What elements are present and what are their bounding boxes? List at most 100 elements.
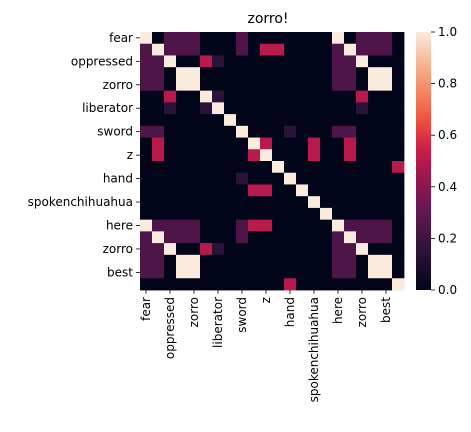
heatmap-cell (140, 32, 153, 45)
colorbar-tick-label: 0.2 (438, 231, 457, 245)
heatmap-cell (368, 278, 381, 291)
y-tick-label: sword (97, 125, 133, 139)
heatmap-cell (224, 231, 237, 244)
heatmap-cell (224, 43, 237, 56)
x-tick-label: sword (235, 297, 249, 333)
heatmap-cell (260, 207, 273, 221)
heatmap-cell (248, 32, 261, 45)
heatmap-cell (320, 90, 333, 103)
heatmap-cell (380, 184, 393, 197)
heatmap-cell (200, 102, 213, 115)
x-tick-label: zorro (355, 297, 369, 327)
heatmap-cell (248, 207, 261, 221)
y-tick-label: hand (103, 172, 133, 186)
heatmap-cell (380, 78, 393, 92)
heatmap-cell (380, 231, 393, 244)
heatmap-cell (332, 254, 345, 267)
heatmap-cell (236, 161, 249, 174)
heatmap-cell (164, 207, 177, 221)
heatmap-cell (368, 161, 381, 174)
heatmap-cell (296, 266, 309, 279)
heatmap-cell (200, 184, 213, 197)
heatmap-cell (272, 125, 285, 138)
heatmap-cell (284, 67, 297, 80)
x-tick-label: hand (283, 297, 297, 327)
heatmap-cell (272, 114, 285, 127)
heatmap-cell (260, 32, 273, 45)
y-tick-label: oppressed (71, 54, 133, 68)
colorbar-tick-label: 0.4 (438, 180, 457, 194)
heatmap-cell (272, 196, 285, 209)
heatmap-cell (332, 219, 345, 232)
heatmap-cell (272, 243, 285, 256)
heatmap-cell (188, 43, 201, 56)
heatmap-cell (320, 196, 333, 209)
heatmap-cell (368, 102, 381, 115)
heatmap-cell (176, 161, 189, 174)
heatmap-cell (248, 149, 261, 162)
heatmap-cell (344, 254, 357, 267)
heatmap-cell (392, 219, 405, 232)
heatmap-cell (248, 125, 261, 138)
heatmap-cell (224, 196, 237, 209)
heatmap-cell (152, 149, 165, 162)
heatmap-cell (188, 90, 201, 103)
heatmap-cell (188, 114, 201, 127)
heatmap-cell (260, 102, 273, 115)
heatmap-cell (164, 149, 177, 162)
heatmap-cell (308, 55, 321, 68)
heatmap-cell (140, 266, 153, 279)
heatmap-cell (296, 196, 309, 209)
heatmap-cell (188, 184, 201, 197)
heatmap-cell (176, 149, 189, 162)
heatmap-cell (212, 43, 225, 56)
heatmap-cell (152, 55, 165, 68)
heatmap-cell (176, 219, 189, 232)
heatmap-cell (200, 207, 213, 221)
heatmap-cell (224, 184, 237, 197)
heatmap-cell (140, 78, 153, 92)
heatmap-cell (344, 78, 357, 92)
heatmap-cell (344, 67, 357, 80)
heatmap-cell (344, 231, 357, 244)
heatmap-cell (260, 78, 273, 92)
heatmap-cell (164, 196, 177, 209)
heatmap-cell (296, 149, 309, 162)
heatmap-cell (380, 67, 393, 80)
heatmap-cell (140, 149, 153, 162)
heatmap-cell (212, 55, 225, 68)
heatmap-cell (212, 196, 225, 209)
heatmap-cell (248, 137, 261, 150)
heatmap-cell (272, 207, 285, 221)
heatmap-cell (332, 102, 345, 115)
heatmap-cell (224, 278, 237, 291)
y-axis: fear oppressed zorro liberator sword z hand spo… (28, 31, 140, 279)
heatmap-cell (164, 219, 177, 232)
heatmap-cell (176, 266, 189, 279)
heatmap-cell (152, 67, 165, 80)
heatmap-cell (176, 207, 189, 221)
heatmap-cell (164, 243, 177, 256)
heatmap-cell (272, 43, 285, 56)
heatmap-cell (284, 102, 297, 115)
heatmap-cell (224, 90, 237, 103)
heatmap-cell (152, 102, 165, 115)
heatmap-cell (296, 55, 309, 68)
heatmap-cell (248, 67, 261, 80)
heatmap-cell (188, 219, 201, 232)
heatmap-cell (224, 149, 237, 162)
heatmap-cell (188, 196, 201, 209)
heatmap-cell (380, 219, 393, 232)
heatmap-cell (332, 55, 345, 68)
heatmap-cell (176, 137, 189, 150)
heatmap-cell (308, 149, 321, 162)
heatmap-cell (356, 137, 369, 150)
heatmap-cell (200, 172, 213, 185)
heatmap-cell (392, 67, 405, 80)
heatmap-cell (236, 207, 249, 221)
heatmap-cell (236, 90, 249, 103)
heatmap-cell (260, 149, 273, 162)
heatmap-cell (296, 278, 309, 291)
heatmap-cell (332, 137, 345, 150)
heatmap-cell (368, 137, 381, 150)
